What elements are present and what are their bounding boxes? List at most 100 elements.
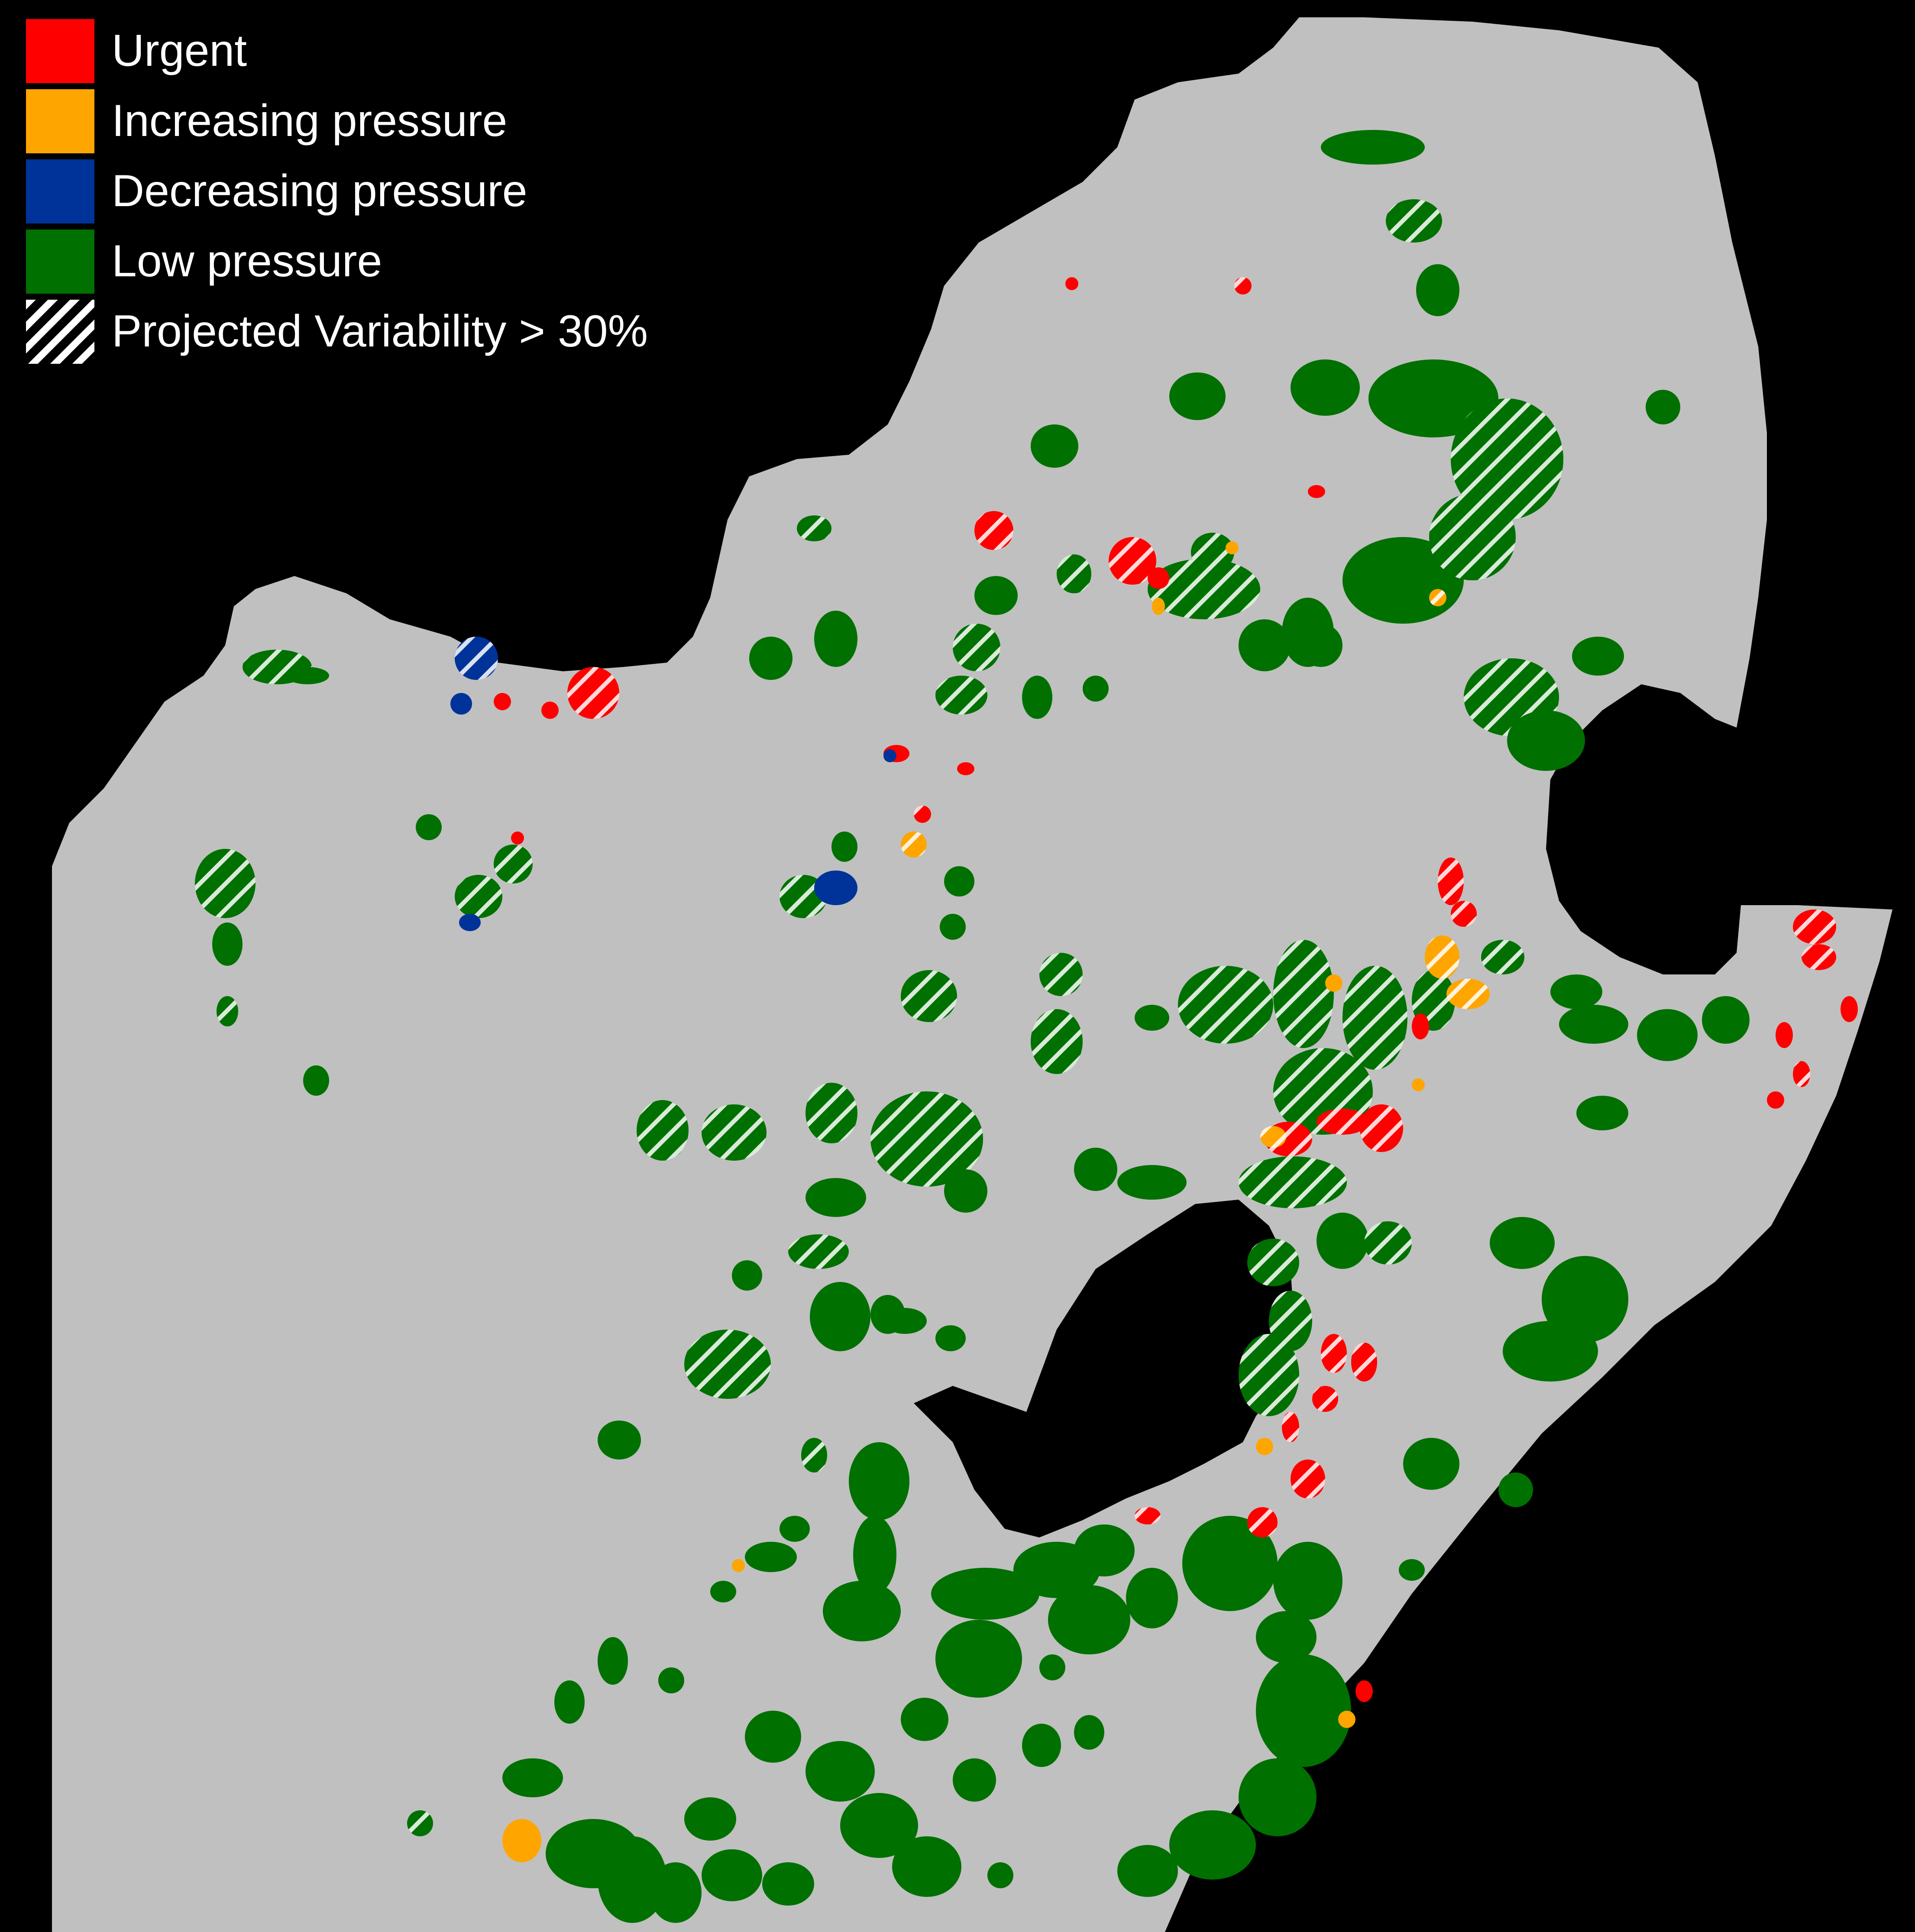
low-pressure-patch: [831, 832, 857, 862]
urgent-patch: [1767, 1091, 1784, 1109]
variability-hatch: [1481, 940, 1524, 974]
variability-hatch: [1425, 935, 1459, 979]
variability-hatch: [217, 996, 238, 1026]
urgent-patch: [541, 702, 559, 719]
low-pressure-patch: [1074, 1715, 1104, 1750]
variability-hatch: [1364, 1221, 1412, 1265]
low-pressure-patch: [1074, 1148, 1117, 1191]
low-pressure-patch: [935, 1325, 966, 1351]
low-pressure-patch: [883, 1308, 927, 1334]
low-pressure-patch: [598, 1836, 667, 1923]
increasing-pressure-patch: [1152, 598, 1165, 615]
low-pressure-patch: [1182, 1516, 1278, 1611]
decreasing-pressure-patch: [883, 749, 896, 762]
low-pressure-patch: [1256, 1611, 1317, 1663]
variability-hatch: [1451, 398, 1563, 520]
low-pressure-patch: [1135, 1005, 1169, 1031]
low-pressure-patch: [502, 1758, 563, 1797]
low-pressure-patch: [1117, 1165, 1187, 1200]
low-pressure-patch: [1048, 1585, 1130, 1654]
urgent-patch: [1841, 996, 1858, 1022]
increasing-pressure-patch: [1325, 974, 1342, 992]
low-pressure-patch: [554, 1680, 585, 1724]
variability-hatch: [1178, 966, 1273, 1044]
low-pressure-patch: [1239, 1758, 1317, 1836]
low-pressure-patch: [1559, 1005, 1628, 1044]
pressure-patches: [195, 130, 1858, 1923]
low-pressure-patch: [1399, 1559, 1425, 1581]
low-pressure-patch: [212, 922, 243, 966]
low-pressure-patch: [805, 1741, 875, 1802]
low-pressure-patch: [650, 1862, 702, 1923]
low-pressure-patch: [1507, 710, 1585, 771]
low-pressure-patch: [762, 1862, 814, 1906]
low-pressure-patch: [1572, 637, 1624, 676]
legend-label-low-pressure: Low pressure: [112, 236, 382, 286]
low-pressure-patch: [780, 1516, 810, 1542]
low-pressure-patch: [1291, 359, 1360, 416]
low-pressure-patch: [710, 1581, 736, 1602]
variability-hatch: [801, 1438, 827, 1472]
legend-swatch-low-pressure: [26, 230, 94, 294]
legend-item-low-pressure: Low pressure: [26, 228, 702, 298]
low-pressure-patch: [823, 1581, 901, 1641]
low-pressure-patch: [1646, 390, 1680, 424]
variability-hatch: [1360, 1104, 1403, 1152]
legend-item-urgent: Urgent: [26, 17, 702, 87]
low-pressure-patch: [970, 1641, 1013, 1680]
low-pressure-patch: [1498, 1472, 1533, 1507]
low-pressure-patch: [1317, 1213, 1368, 1269]
low-pressure-patch: [1503, 1321, 1598, 1382]
low-pressure-patch: [1022, 1724, 1061, 1767]
variability-hatch: [1446, 979, 1490, 1009]
low-pressure-patch: [1490, 1217, 1555, 1269]
low-pressure-patch: [732, 1260, 762, 1291]
low-pressure-patch: [1299, 624, 1342, 667]
variability-hatch: [702, 1104, 767, 1161]
low-pressure-patch: [974, 576, 1018, 615]
variability-hatch: [1351, 1343, 1377, 1382]
urgent-patch: [1412, 1013, 1429, 1039]
low-pressure-patch: [1256, 1654, 1351, 1767]
variability-hatch: [684, 1330, 771, 1399]
legend-swatch-increasing-pressure: [26, 89, 94, 153]
increasing-pressure-patch: [1338, 1711, 1355, 1728]
variability-hatch: [1438, 858, 1464, 905]
low-pressure-patch: [1637, 1009, 1698, 1061]
variability-hatch: [1386, 199, 1442, 243]
swaziland-enclave: [1555, 702, 1741, 966]
low-pressure-patch: [1169, 372, 1226, 420]
variability-hatch: [1451, 901, 1477, 927]
urgent-patch: [1065, 277, 1078, 290]
variability-hatch: [1247, 1507, 1278, 1537]
legend-item-projected-variability: Projected Variability > 30%: [26, 298, 702, 368]
variability-hatch: [901, 970, 957, 1022]
variability-hatch: [1793, 1061, 1810, 1087]
map-legend: Urgent Increasing pressure Decreasing pr…: [26, 17, 702, 368]
variability-hatch: [1031, 1009, 1083, 1074]
variability-hatch: [1234, 277, 1252, 294]
low-pressure-patch: [1239, 619, 1291, 671]
low-pressure-patch: [1074, 1524, 1135, 1576]
variability-hatch: [1260, 1126, 1286, 1148]
low-pressure-patch: [1542, 1256, 1628, 1343]
variability-hatch: [1247, 1239, 1299, 1286]
variability-hatch: [935, 676, 987, 715]
low-pressure-patch: [1083, 676, 1109, 702]
low-pressure-patch: [853, 1516, 896, 1594]
variability-hatch: [1429, 589, 1446, 606]
legend-swatch-urgent: [26, 19, 94, 83]
urgent-patch: [494, 693, 511, 710]
legend-label-increasing-pressure: Increasing pressure: [112, 96, 508, 146]
low-pressure-patch: [1039, 1654, 1065, 1680]
variability-hatch: [870, 1091, 983, 1187]
low-pressure-patch: [1403, 1438, 1459, 1490]
variability-hatch: [1291, 1460, 1325, 1498]
low-pressure-patch: [1550, 974, 1602, 1009]
low-pressure-patch: [810, 1282, 870, 1351]
low-pressure-patch: [1576, 1096, 1628, 1130]
increasing-pressure-patch: [502, 1819, 541, 1862]
increasing-pressure-patch: [732, 1559, 745, 1572]
variability-hatch: [637, 1100, 689, 1161]
